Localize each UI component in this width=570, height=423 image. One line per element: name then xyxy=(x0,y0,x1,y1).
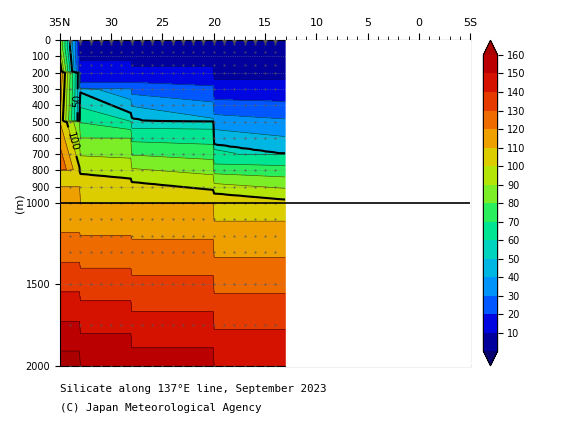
PathPatch shape xyxy=(483,351,498,366)
Text: 50: 50 xyxy=(72,94,83,107)
Text: (C) Japan Meteorological Agency: (C) Japan Meteorological Agency xyxy=(60,403,262,413)
Text: Silicate along 137°E line, September 2023: Silicate along 137°E line, September 202… xyxy=(60,384,327,394)
Y-axis label: (m): (m) xyxy=(14,193,24,213)
PathPatch shape xyxy=(483,40,498,55)
Text: 100: 100 xyxy=(65,131,80,152)
